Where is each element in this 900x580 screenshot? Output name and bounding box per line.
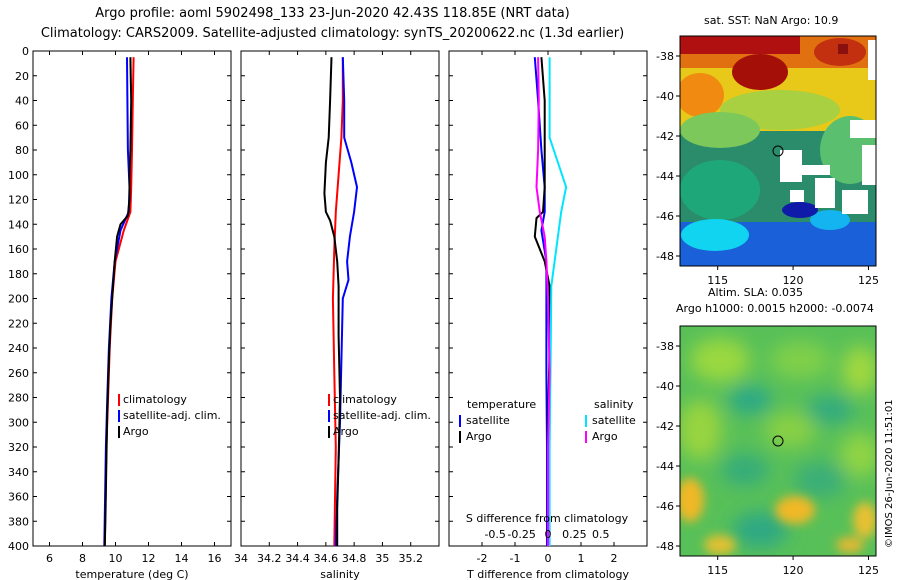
map-lat-label: -48 (656, 250, 674, 263)
map-lon-label: 120 (783, 564, 804, 577)
legend-label: Argo (466, 430, 492, 443)
depth-tick-label: 80 (15, 144, 29, 157)
depth-tick-label: 380 (8, 515, 29, 528)
figure-title-line1: Argo profile: aoml 5902498_133 23-Jun-20… (95, 6, 570, 21)
legend-label: Argo (333, 425, 359, 438)
s-difference-tick-label: -0.25 (507, 528, 535, 541)
legend-label: Argo (123, 425, 149, 438)
s-difference-tick-label: 0.5 (592, 528, 610, 541)
s-difference-label: S difference from climatology (466, 512, 629, 525)
legend-group-temperature: temperature (467, 398, 536, 411)
depth-tick-label: 200 (8, 293, 29, 306)
depth-tick-label: 360 (8, 491, 29, 504)
map-lat-label: -48 (656, 540, 674, 553)
map-lat-label: -38 (656, 340, 674, 353)
series-line-satellite (533, 57, 548, 546)
depth-tick-label: 280 (8, 392, 29, 405)
map-lon-label: 120 (783, 274, 804, 287)
s-difference-tick-label: 0 (545, 528, 552, 541)
sst-map-title: sat. SST: NaN Argo: 10.9 (704, 14, 839, 27)
x-tick-label: 14 (175, 552, 189, 565)
x-axis-label: T difference from climatology (466, 568, 629, 580)
x-tick-label: 8 (79, 552, 86, 565)
x-tick-label: 34.6 (314, 552, 339, 565)
salinity-panel-frame (240, 50, 440, 547)
series-line-argo (103, 57, 133, 547)
figure-title-line2: Climatology: CARS2009. Satellite-adjuste… (40, 26, 625, 41)
depth-tick-label: 100 (8, 169, 29, 182)
map-lat-label: -38 (656, 50, 674, 63)
x-tick-label: 34.8 (342, 552, 367, 565)
depth-tick-label: 240 (8, 342, 29, 355)
legend-label: satellite-adj. clim. (333, 409, 431, 422)
map-lat-label: -42 (656, 130, 674, 143)
map-lon-label: 115 (707, 564, 728, 577)
legend-label: Argo (592, 430, 618, 443)
depth-tick-label: 260 (8, 367, 29, 380)
series-line-argo (535, 57, 551, 546)
depth-tick-label: 20 (15, 70, 29, 83)
x-tick-label: 34.4 (285, 552, 310, 565)
map-lat-label: -40 (656, 380, 674, 393)
map-lon-label: 125 (858, 564, 879, 577)
legend-label: climatology (333, 393, 397, 406)
depth-tick-label: 140 (8, 218, 29, 231)
sla-map-title-line1: Altim. SLA: 0.035 (708, 286, 804, 299)
legend-label: satellite-adj. clim. (123, 409, 221, 422)
legend-label: satellite (466, 414, 510, 427)
depth-tick-label: 220 (8, 317, 29, 330)
x-tick-label: -1 (510, 552, 521, 565)
legend-label: climatology (123, 393, 187, 406)
s-difference-tick-label: 0.25 (562, 528, 587, 541)
x-tick-label: 34.2 (257, 552, 282, 565)
depth-tick-label: 120 (8, 194, 29, 207)
depth-tick-label: 320 (8, 441, 29, 454)
sla-map-frame (679, 325, 877, 557)
depth-tick-label: 40 (15, 95, 29, 108)
sst-argo-marker (772, 145, 784, 157)
sst-map (680, 36, 876, 266)
map-lat-label: -46 (656, 500, 674, 513)
x-tick-label: 16 (208, 552, 222, 565)
x-tick-label: 12 (142, 552, 156, 565)
depth-tick-label: 180 (8, 268, 29, 281)
depth-tick-label: 160 (8, 243, 29, 256)
legend-label: satellite (592, 414, 636, 427)
map-lon-label: 115 (707, 274, 728, 287)
sst-map-frame (679, 35, 877, 267)
legend-group-salinity: salinity (594, 398, 634, 411)
x-tick-label: 1 (578, 552, 585, 565)
depth-tick-label: 300 (8, 416, 29, 429)
x-axis-label: temperature (deg C) (75, 568, 188, 580)
depth-tick-label: 60 (15, 119, 29, 132)
x-tick-label: -2 (477, 552, 488, 565)
x-tick-label: 35.2 (398, 552, 423, 565)
x-tick-label: 35 (375, 552, 389, 565)
series-line-argo (323, 57, 342, 546)
depth-tick-label: 0 (22, 45, 29, 58)
sla-map (680, 326, 876, 556)
x-tick-label: 0 (545, 552, 552, 565)
x-tick-label: 2 (611, 552, 618, 565)
map-lat-label: -42 (656, 420, 674, 433)
depth-tick-label: 340 (8, 466, 29, 479)
s-difference-tick-label: -0.5 (484, 528, 505, 541)
x-tick-label: 6 (46, 552, 53, 565)
map-lat-label: -46 (656, 210, 674, 223)
sla-argo-marker (772, 435, 784, 447)
map-lat-label: -44 (656, 460, 674, 473)
sla-map-title-line2: Argo h1000: 0.0015 h2000: -0.0074 (676, 302, 874, 315)
map-lon-label: 125 (858, 274, 879, 287)
map-lat-label: -44 (656, 170, 674, 183)
map-lat-label: -40 (656, 90, 674, 103)
series-line-climatology (331, 57, 344, 547)
depth-tick-label: 400 (8, 540, 29, 553)
x-tick-label: 10 (109, 552, 123, 565)
x-tick-label: 34 (234, 552, 248, 565)
x-axis-label: salinity (320, 568, 360, 580)
